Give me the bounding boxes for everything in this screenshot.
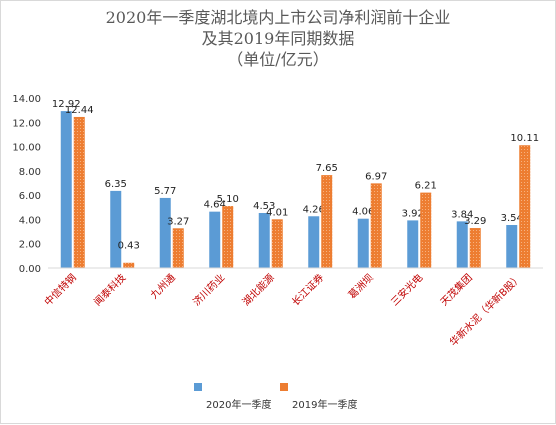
category-label: 长江证券 xyxy=(289,271,326,308)
bar-2020-q1 xyxy=(357,218,369,268)
bar-2020-q1 xyxy=(258,212,270,268)
chart-title: 2020年一季度湖北境内上市公司净利润前十企业 及其2019年同期数据 （单位/… xyxy=(61,7,495,70)
bar-2019-q1 xyxy=(321,175,333,268)
bar-2019-q1 xyxy=(222,206,234,268)
y-tick-label: 2.00 xyxy=(19,240,41,251)
y-tick-label: 10.00 xyxy=(12,143,41,154)
bar-2019-q1 xyxy=(123,262,135,268)
category-label: 中信特钢 xyxy=(41,271,78,308)
data-label: 10.11 xyxy=(510,133,539,144)
data-label: 12.92 xyxy=(52,99,81,110)
bar-2019-q1 xyxy=(519,145,531,268)
bar-2019-q1 xyxy=(172,228,184,268)
data-label: 12.44 xyxy=(65,105,94,116)
data-label: 6.97 xyxy=(365,171,387,182)
bar-2019-q1 xyxy=(370,183,382,268)
y-tick-label: 12.00 xyxy=(12,118,41,129)
bar-2020-q1 xyxy=(308,216,320,268)
category-label: 湖北能源 xyxy=(239,271,276,308)
bar-2020-q1 xyxy=(407,220,419,268)
bar-2019-q1 xyxy=(271,219,283,268)
y-tick-label: 0.00 xyxy=(19,264,41,275)
bar-2020-q1 xyxy=(159,197,171,268)
bar-2020-q1 xyxy=(209,211,221,268)
data-label: 3.54 xyxy=(501,213,523,224)
legend-swatch-2019-q1 xyxy=(280,383,288,391)
data-label: 7.65 xyxy=(316,163,338,174)
legend-label-2019-q1: 2019年一季度 xyxy=(292,400,358,411)
bar-2019-q1 xyxy=(73,116,85,268)
data-label: 4.26 xyxy=(303,204,325,215)
bar-2020-q1 xyxy=(110,190,122,268)
category-label: 九州通 xyxy=(148,272,178,302)
legend-label-2020-q1: 2020年一季度 xyxy=(206,400,272,411)
data-label: 6.21 xyxy=(415,181,437,192)
data-label: 4.64 xyxy=(204,200,226,211)
data-label: 6.35 xyxy=(105,179,127,190)
category-label: 葛洲坝 xyxy=(345,271,375,301)
data-label: 3.29 xyxy=(464,216,486,227)
legend-swatch-2020-q1 xyxy=(194,383,202,391)
data-label: 4.01 xyxy=(266,207,288,218)
y-tick-label: 6.00 xyxy=(19,191,41,202)
bar-2020-q1 xyxy=(506,225,518,268)
chart-title-line-3: （单位/亿元） xyxy=(227,50,329,69)
category-label: 三安光电 xyxy=(388,271,425,308)
data-label: 0.43 xyxy=(118,241,140,252)
data-label: 3.84 xyxy=(451,209,473,220)
chart-title-line-2: 及其2019年同期数据 xyxy=(201,29,355,48)
bar-2020-q1 xyxy=(60,111,72,268)
chart-title-line-1: 2020年一季度湖北境内上市公司净利润前十企业 xyxy=(105,8,451,27)
data-label: 4.06 xyxy=(352,207,374,218)
bar-2019-q1 xyxy=(469,228,481,268)
y-tick-label: 4.00 xyxy=(19,215,41,226)
category-label: 闻泰科技 xyxy=(91,271,128,308)
data-label: 5.10 xyxy=(217,194,239,205)
category-label: 天茂集团 xyxy=(437,271,474,308)
y-tick-label: 14.00 xyxy=(12,94,41,105)
category-label: 济川药业 xyxy=(190,271,227,308)
bar-2020-q1 xyxy=(456,221,468,268)
data-label: 5.77 xyxy=(154,186,176,197)
bar-2019-q1 xyxy=(420,192,432,268)
data-label: 3.92 xyxy=(402,208,424,219)
data-label: 3.27 xyxy=(167,216,189,227)
y-tick-label: 8.00 xyxy=(19,167,41,178)
data-label: 4.53 xyxy=(253,201,275,212)
chart-legend: 2020年一季度 2019年一季度 xyxy=(1,379,556,411)
